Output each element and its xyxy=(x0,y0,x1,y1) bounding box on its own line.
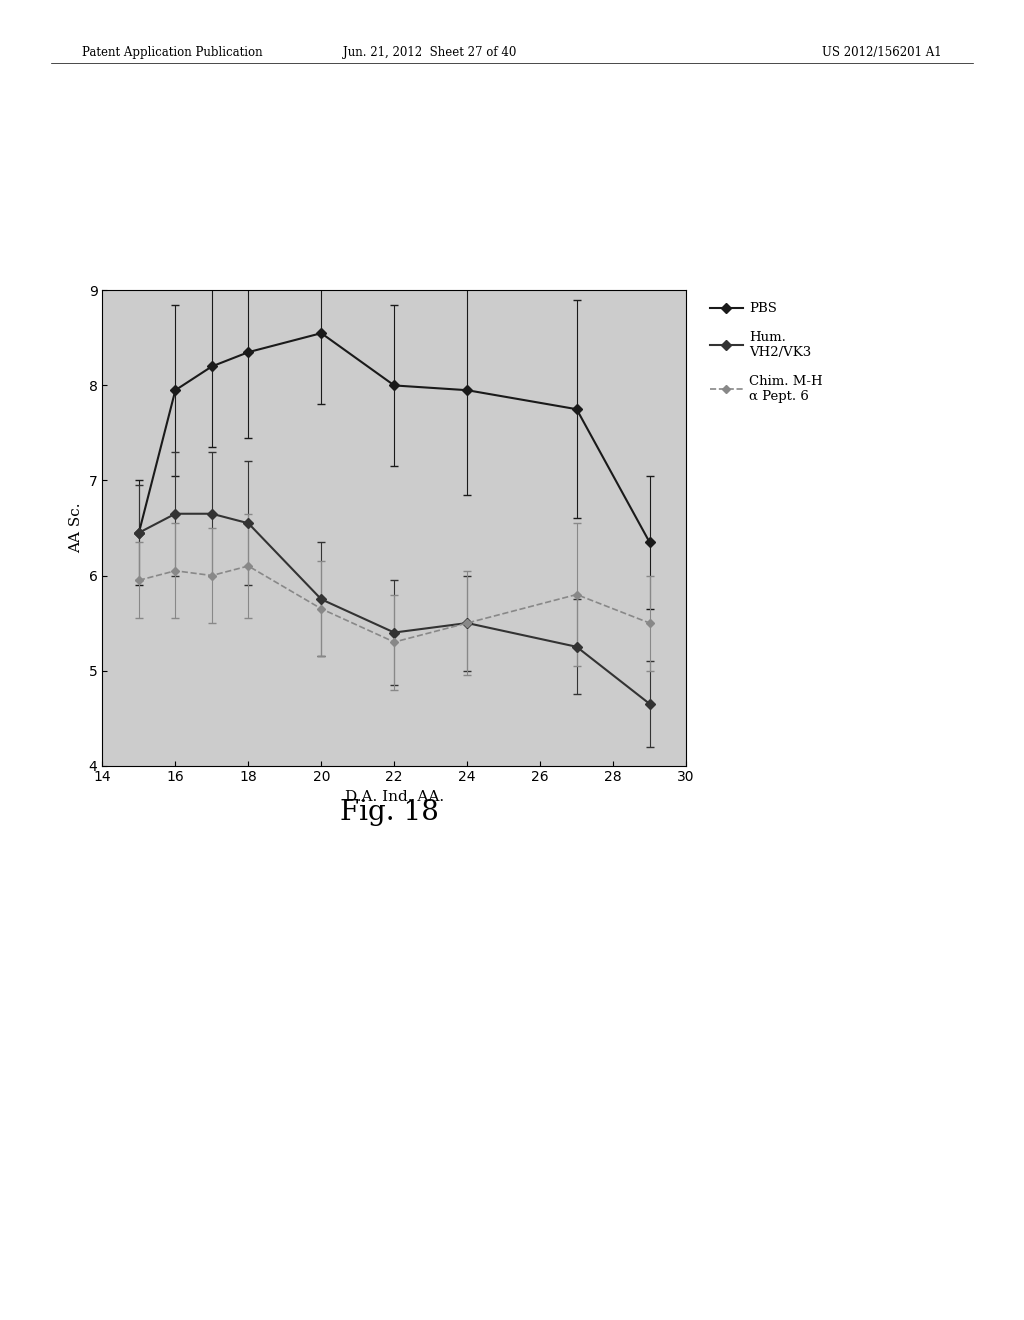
X-axis label: D.A. Ind. AA.: D.A. Ind. AA. xyxy=(345,789,443,804)
Text: Patent Application Publication: Patent Application Publication xyxy=(82,46,262,59)
Legend: PBS, Hum.
VH2/VK3, Chim. M-H
α Pept. 6: PBS, Hum. VH2/VK3, Chim. M-H α Pept. 6 xyxy=(705,297,828,408)
Text: Fig. 18: Fig. 18 xyxy=(340,799,438,825)
Text: US 2012/156201 A1: US 2012/156201 A1 xyxy=(822,46,942,59)
Text: Jun. 21, 2012  Sheet 27 of 40: Jun. 21, 2012 Sheet 27 of 40 xyxy=(343,46,517,59)
Y-axis label: AA Sc.: AA Sc. xyxy=(69,503,83,553)
